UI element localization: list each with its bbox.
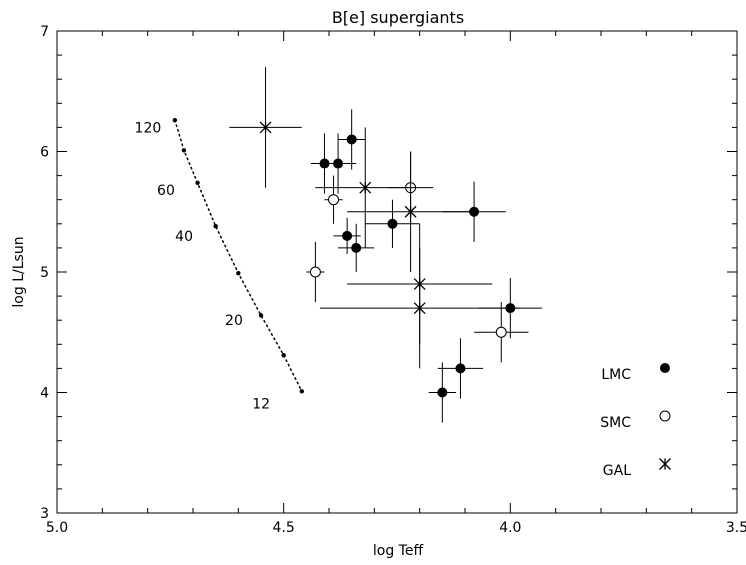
data-points	[229, 67, 543, 423]
x-tick-label: 5.0	[46, 520, 68, 536]
gal-point	[315, 127, 416, 248]
track-point	[172, 117, 178, 123]
lmc-point	[338, 109, 366, 170]
marker	[259, 121, 272, 134]
y-tick-label: 5	[40, 265, 49, 281]
x-tick-label: 4.5	[273, 520, 295, 536]
legend-label: LMC	[601, 367, 631, 383]
legend-label: SMC	[600, 415, 631, 431]
gal-point	[229, 67, 302, 188]
lmc-point	[365, 199, 420, 248]
y-tick-label: 7	[40, 24, 49, 40]
marker	[413, 302, 426, 315]
track-point	[181, 148, 187, 153]
track-line	[174, 119, 303, 393]
lmc-point	[428, 362, 456, 423]
marker	[437, 387, 448, 398]
smc-point	[474, 302, 529, 363]
legend-marker	[659, 458, 671, 470]
mass-label: 40	[175, 229, 193, 245]
marker	[328, 194, 340, 206]
lmc-point	[437, 338, 484, 399]
y-axis-label: log L/Lsun	[11, 236, 27, 307]
track-point	[281, 352, 286, 358]
legend-marker	[660, 363, 670, 373]
y-tick-label: 6	[40, 145, 49, 161]
marker	[346, 134, 357, 145]
marker	[495, 326, 507, 338]
marker	[359, 181, 372, 194]
track-point	[195, 180, 200, 186]
mass-label: 12	[252, 396, 270, 412]
mass-label: 60	[157, 183, 175, 199]
y-tick-label: 3	[40, 506, 49, 522]
x-tick-label: 4.0	[499, 520, 521, 536]
marker	[351, 242, 362, 253]
evolutionary-track: 120 60 40 20 12	[135, 117, 304, 412]
x-tick-label: 3.5	[726, 520, 746, 536]
track-point	[299, 389, 304, 394]
lmc-point	[338, 223, 375, 272]
gal-point	[319, 247, 520, 369]
track-point	[258, 313, 264, 318]
y-tick-label: 4	[40, 386, 49, 402]
gal-point	[347, 151, 475, 272]
axis-ticks: 5.0 4.5 4.0 3.5 3 4 5 6 7	[40, 24, 746, 536]
marker	[404, 205, 417, 218]
plot-frame	[56, 30, 738, 514]
marker	[333, 158, 344, 169]
mass-label: 120	[135, 120, 162, 136]
x-axis-label: log Teff	[373, 543, 424, 559]
mass-label: 20	[225, 313, 243, 329]
marker	[342, 230, 353, 241]
smc-point	[306, 241, 325, 303]
marker	[387, 218, 398, 229]
marker	[309, 266, 321, 278]
chart-title: B[e] supergiants	[332, 8, 464, 27]
legend: LMC SMC GAL	[600, 363, 671, 479]
track-point	[236, 271, 241, 276]
marker	[455, 363, 466, 374]
track-point	[213, 224, 218, 229]
legend-label: GAL	[603, 463, 631, 479]
legend-marker	[659, 410, 671, 422]
smc-point	[324, 175, 343, 224]
lmc-point	[319, 133, 357, 194]
